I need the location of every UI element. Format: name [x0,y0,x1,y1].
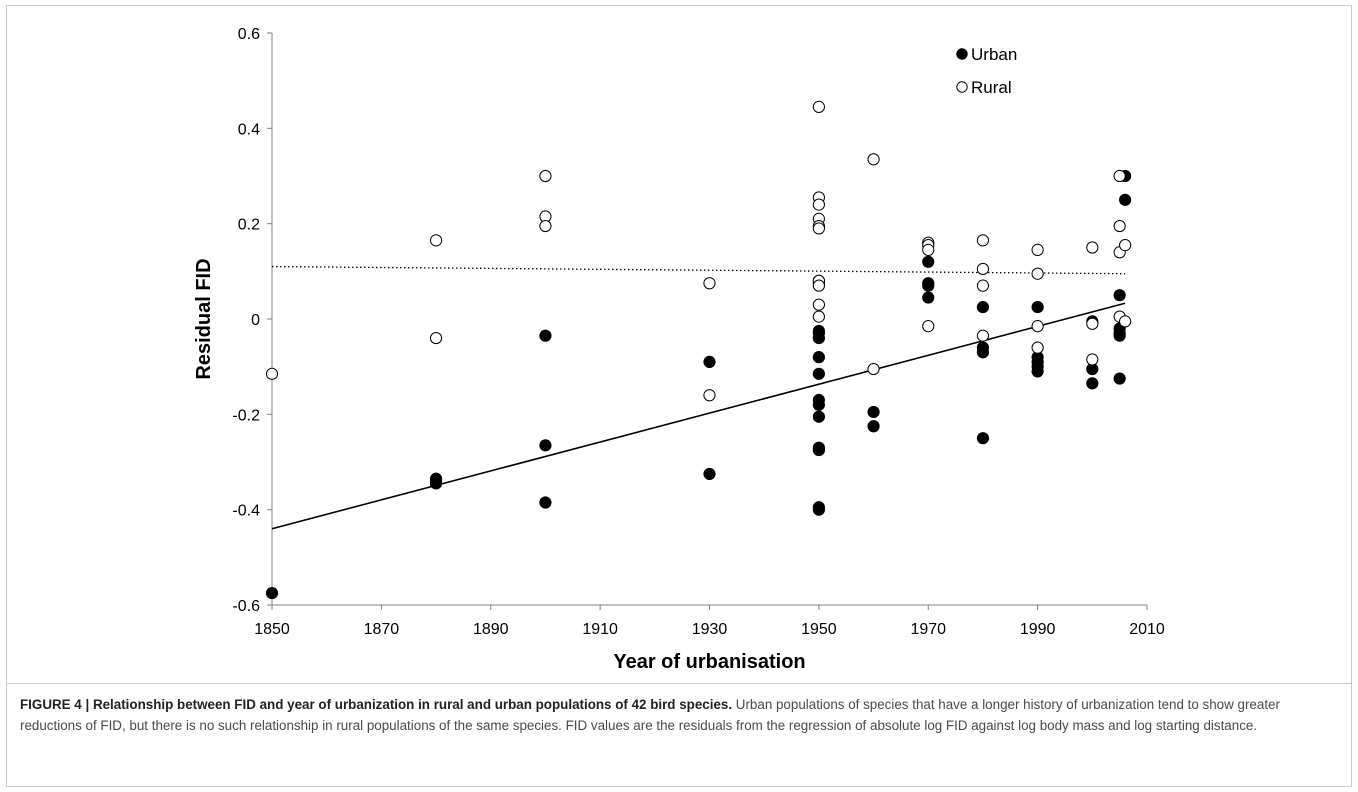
x-tick-label: 1990 [1020,621,1056,638]
rural-point [1119,315,1132,328]
rural-point [265,367,279,380]
urban-point [976,346,990,359]
rural-point [703,277,716,290]
caption-divider [6,683,1352,684]
rural-point [1031,341,1044,354]
urban-point [429,477,443,490]
rural-point [429,234,443,247]
legend: Urban Rural [956,45,1017,97]
urban-point [539,496,552,509]
urban-point [812,367,825,380]
rural-point [1113,169,1126,183]
y-axis-title: Residual FID [193,258,215,379]
urban-point [867,420,880,433]
urban-point [976,300,990,314]
rural-legend-label: Rural [971,78,1012,97]
x-tick-label: 1970 [910,621,946,638]
rural-point [429,331,443,345]
urban-point [1113,372,1126,385]
x-tick-label: 1930 [692,621,728,638]
y-tick-label: 0.2 [238,217,260,234]
figure-frame [6,5,1352,787]
rural-point [1086,353,1099,366]
rural-point [812,279,825,292]
urban-point [976,432,990,445]
x-axis-title: Year of urbanisation [613,651,805,673]
scatter-chart: -0.6 -0.4 -0.2 0 0.2 0.4 0.6 1850 1870 1890 1910 19… [193,26,1165,673]
urban-point [1113,289,1126,302]
rural-point [1086,241,1099,254]
data-points [265,100,1132,600]
urban-point [1031,300,1044,314]
urban-point [1119,193,1132,206]
rural-point [812,298,825,311]
y-tick-label: -0.6 [232,598,260,615]
rural-point [1113,219,1126,233]
chart-axes: -0.6 -0.4 -0.2 0 0.2 0.4 0.6 1850 1870 1890 1910 19… [232,26,1164,638]
urban-point [703,467,716,481]
urban-point [922,279,935,292]
x-tick-label: 2010 [1129,621,1165,638]
urban-point [1086,377,1099,390]
rural-point [976,234,990,247]
rural-trendline [271,265,1126,275]
urban-point [812,331,825,345]
x-tick-label: 1950 [801,621,837,638]
urban-point [539,439,552,452]
urban-point [812,503,825,516]
rural-point [976,329,990,342]
urban-point [812,351,825,364]
urban-point [265,586,279,600]
urban-point [922,291,935,304]
rural-point [867,153,880,166]
caption-body: Urban populations of species that have a… [20,697,1280,733]
urban-point [812,410,825,423]
rural-point [812,222,825,235]
x-tick-label: 1870 [364,621,400,638]
rural-point [922,320,935,333]
rural-point [1086,317,1099,330]
x-tick-label: 1850 [254,621,290,638]
y-tick-label: 0.6 [238,26,260,43]
figure-caption: FIGURE 4 | Relationship between FID and … [20,694,1338,736]
rural-point [1031,320,1044,333]
urban-point [812,398,825,411]
rural-point [812,198,825,211]
x-tick-label: 1890 [473,621,509,638]
rural-point [703,389,716,402]
rural-point [922,243,935,256]
x-tick-label: 1910 [582,621,618,638]
y-tick-label: 0 [251,312,260,329]
urban-legend-label: Urban [971,45,1017,64]
y-tick-label: -0.2 [232,407,260,424]
rural-point [867,362,880,376]
rural-point [976,262,990,276]
y-tick-label: -0.4 [232,503,260,520]
rural-point [1119,239,1132,252]
urban-point [867,405,880,419]
urban-point [1031,365,1044,378]
rural-point [812,100,825,113]
rural-point [539,169,552,183]
urban-point [539,329,552,342]
urban-point [703,355,716,368]
rural-point [812,310,825,323]
rural-point [1031,267,1044,280]
rural-point [976,279,990,292]
urban-point [1113,329,1126,342]
urban-point [922,255,935,268]
urban-legend-marker [956,48,968,60]
trendlines [271,265,1126,530]
rural-legend-marker [956,81,968,93]
y-tick-label: 0.4 [238,121,260,138]
urban-point [812,443,825,457]
caption-title: FIGURE 4 | Relationship between FID and … [20,697,733,712]
rural-point [539,219,552,233]
urban-trendline [271,302,1126,530]
rural-point [1031,243,1044,256]
